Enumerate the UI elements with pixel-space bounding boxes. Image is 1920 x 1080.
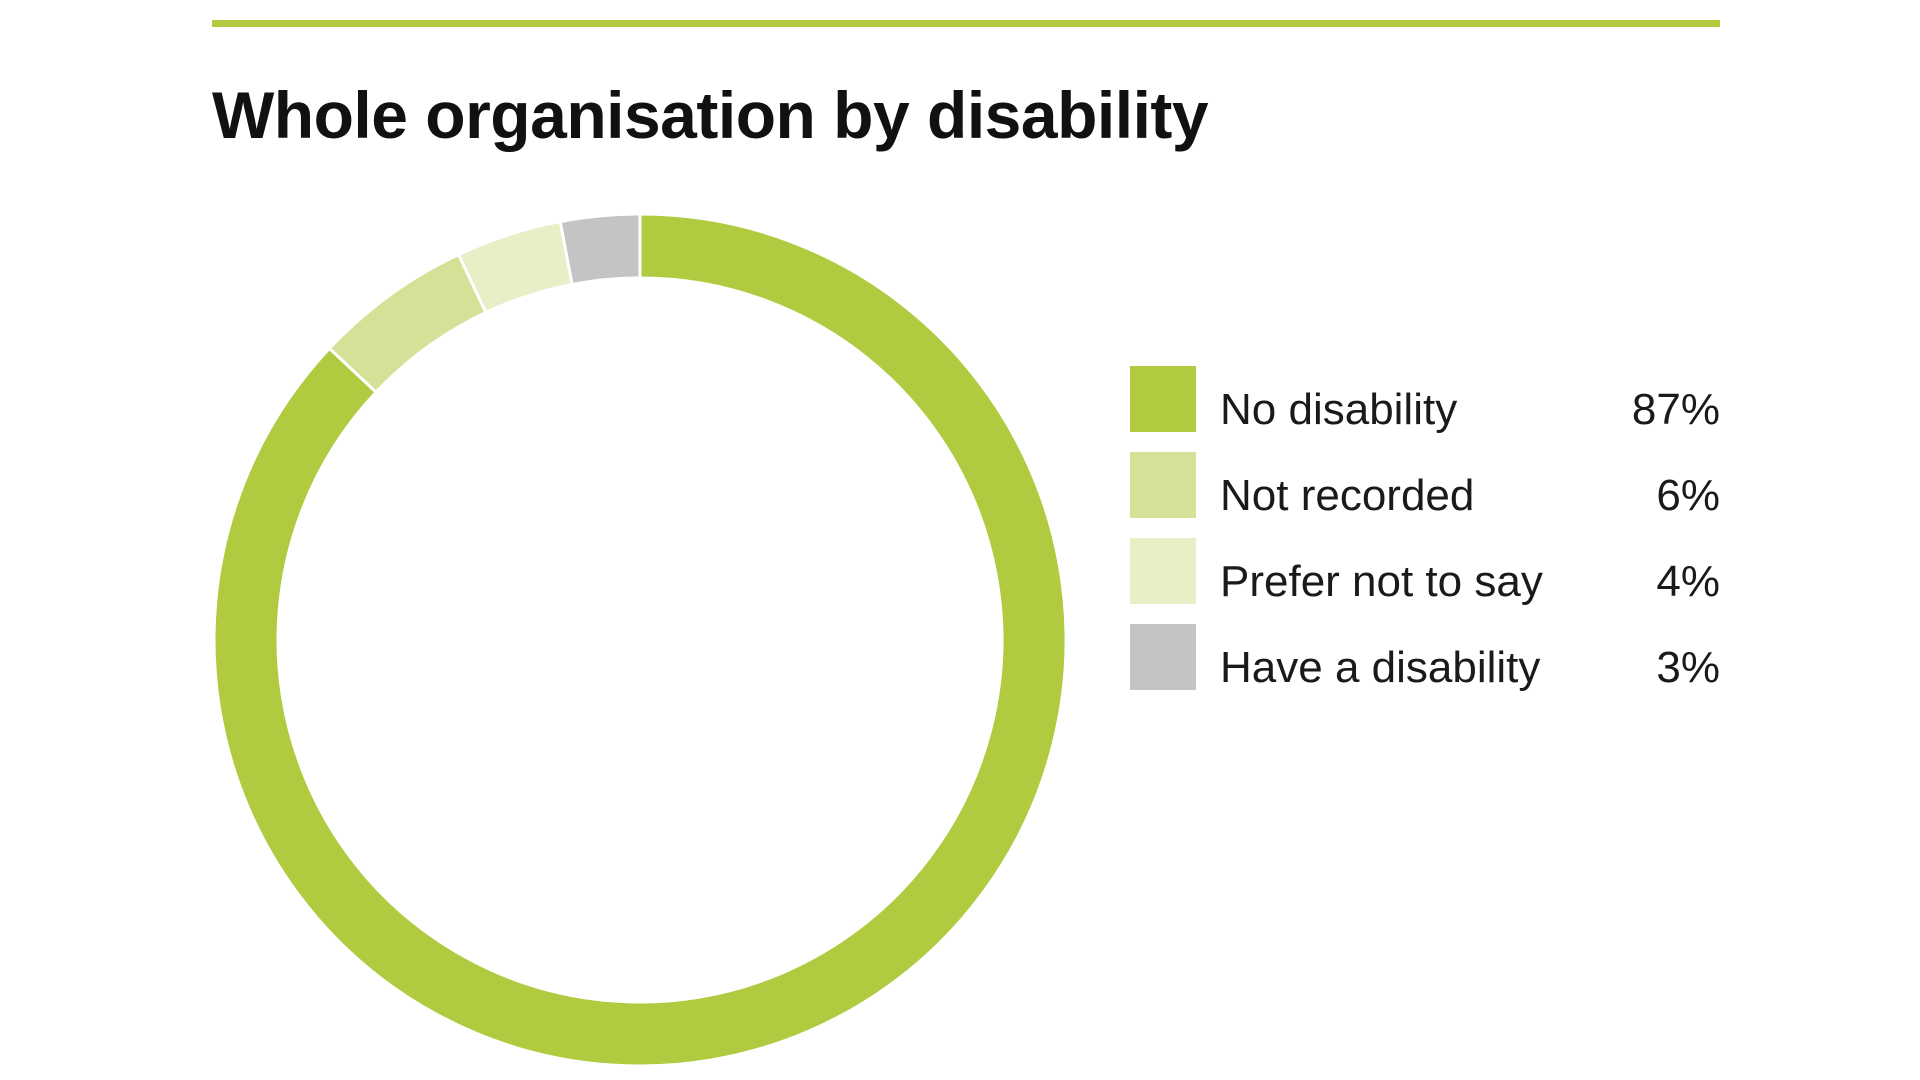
legend-label: Have a disability [1220,643,1541,692]
donut-chart [212,212,1068,1068]
legend-swatch [1130,366,1196,432]
donut-slice-not-recorded [327,252,488,395]
legend-label: Prefer not to say [1220,557,1543,606]
chart-legend: No disability 87% Not recorded 6% Prefer not… [1130,366,1720,710]
legend-item-have-a-disability: Have a disability 3% [1130,624,1720,710]
legend-label: Not recorded [1220,471,1475,520]
legend-swatch [1130,452,1196,518]
legend-label: No disability [1220,385,1458,434]
legend-item-no-disability: No disability 87% [1130,366,1720,452]
legend-item-prefer-not-to-say: Prefer not to say 4% [1130,538,1720,624]
legend-item-not-recorded: Not recorded 6% [1130,452,1720,538]
donut-slice-have-a-disability [558,212,642,287]
legend-value: 87% [1631,385,1720,434]
legend-value: 6% [1656,471,1720,520]
legend-swatch [1130,538,1196,604]
legend-value: 3% [1656,643,1720,692]
top-accent-rule [212,20,1720,27]
legend-swatch [1130,624,1196,690]
donut-slice-no-disability [212,212,1068,1068]
chart-title: Whole organisation by disability [212,78,1209,152]
legend-value: 4% [1656,557,1720,606]
